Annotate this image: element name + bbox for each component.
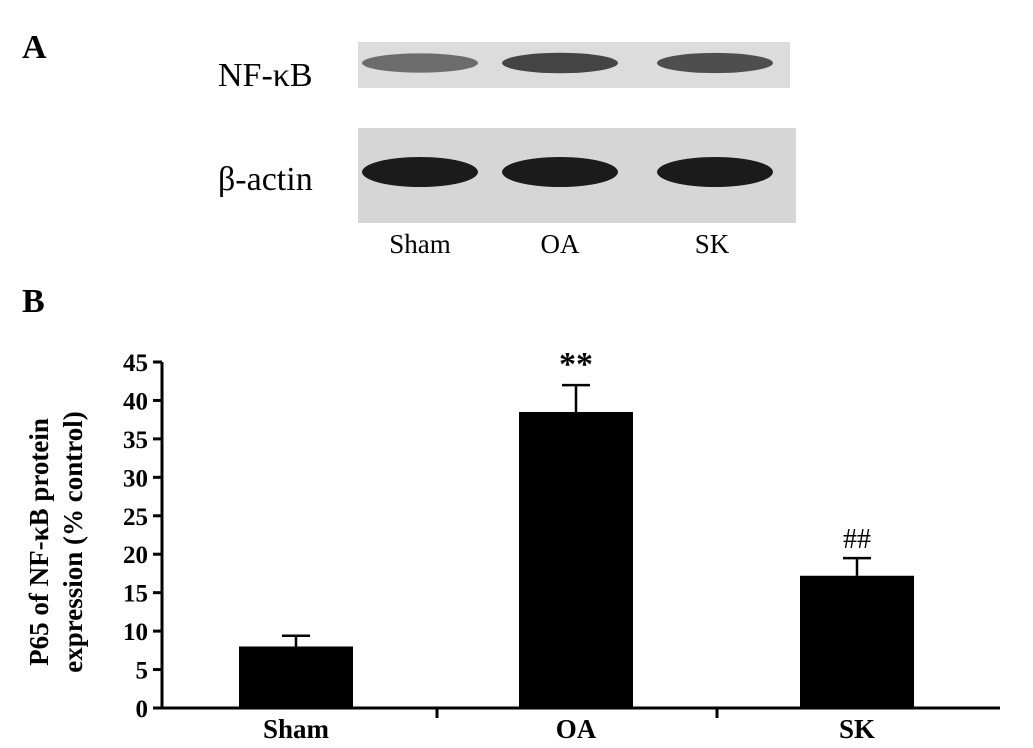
y-tick-label-5: 5 xyxy=(136,658,149,685)
bar-chart: 0 5 10 15 20 25 30 35 40 45 Sham OA ** SK ## xyxy=(123,346,1000,744)
y-tick-label-45: 45 xyxy=(123,350,148,377)
y-axis-label-line2: expression (% control) xyxy=(58,411,88,672)
lane-label-sham: Sham xyxy=(389,229,451,259)
bands-nfkb xyxy=(362,52,773,74)
band-nfkb-sk xyxy=(657,52,773,74)
y-tick-label-20: 20 xyxy=(123,542,148,569)
y-tick-label-40: 40 xyxy=(123,388,148,415)
western-blot xyxy=(358,42,796,223)
y-axis-label: P65 of NF-κB protein expression (% contr… xyxy=(24,411,88,672)
significance-oa: ** xyxy=(559,346,593,383)
y-tick-label-0: 0 xyxy=(136,696,149,723)
blot-label-actin: β-actin xyxy=(218,161,313,198)
y-tick-label-30: 30 xyxy=(123,465,148,492)
x-tick-label-oa: OA xyxy=(556,714,597,744)
band-actin-sk xyxy=(657,157,773,187)
significance-sk: ## xyxy=(843,524,871,555)
band-actin-oa xyxy=(502,157,618,187)
x-tick-label-sham: Sham xyxy=(263,714,330,744)
band-actin-sham xyxy=(362,157,478,187)
y-tick-label-10: 10 xyxy=(123,619,148,646)
bands-actin xyxy=(362,157,773,187)
bar-oa xyxy=(519,411,633,708)
band-nfkb-sham xyxy=(362,53,478,73)
y-tick-label-15: 15 xyxy=(123,581,148,608)
y-tick-label-25: 25 xyxy=(123,504,148,531)
lane-label-sk: SK xyxy=(695,229,730,259)
bar-sham xyxy=(239,646,353,708)
bar-sk xyxy=(800,575,914,708)
x-tick-label-sk: SK xyxy=(839,714,875,744)
band-nfkb-oa xyxy=(502,52,618,74)
panel-b-label: B xyxy=(22,283,45,320)
y-tick-label-35: 35 xyxy=(123,427,148,454)
blot-label-nfkb: NF-κB xyxy=(218,57,313,94)
lane-label-oa: OA xyxy=(541,229,580,259)
y-axis-label-line1: P65 of NF-κB protein xyxy=(24,418,54,666)
panel-a-label: A xyxy=(22,29,47,66)
